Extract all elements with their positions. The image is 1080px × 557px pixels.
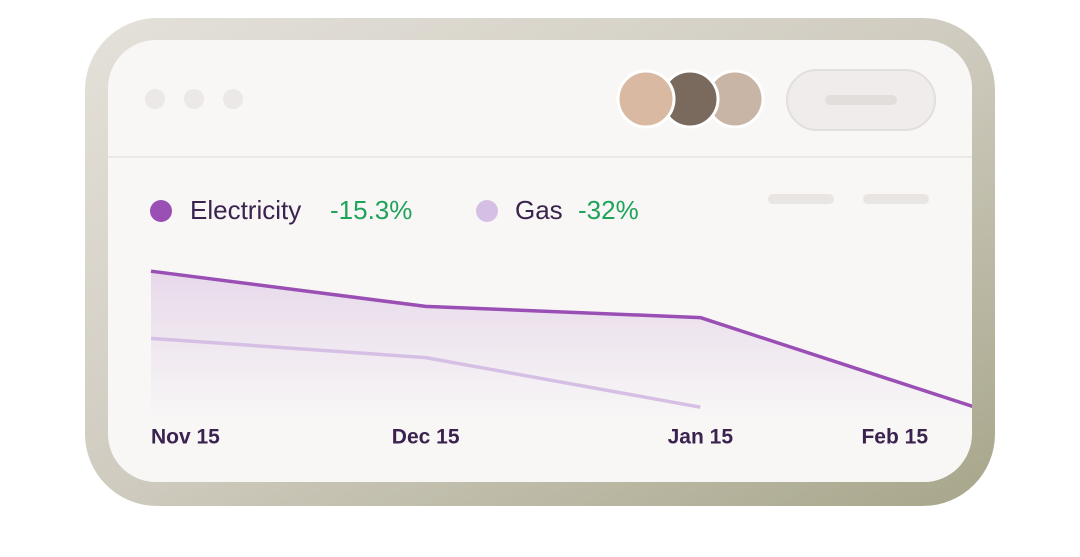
plot [150,269,972,420]
x-tick-label: Nov 15 [151,426,220,449]
legend-change: -32% [578,195,639,225]
legend-change: -15.3% [330,195,412,225]
x-tick-label: Dec 15 [392,426,460,449]
avatar[interactable] [616,69,676,129]
toggle-placeholder[interactable] [768,194,834,204]
line [150,336,701,409]
window-dot [223,89,243,109]
window-dot [145,89,165,109]
legend-label: Gas [515,195,563,225]
x-tick-label: Jan 15 [668,426,734,449]
x-tick-label: Feb 15 [861,426,928,449]
legend-dot [476,200,498,222]
legend-dot [150,200,172,222]
area [151,271,972,420]
window-dot [184,89,204,109]
legend-label: Electricity [190,195,301,225]
button-placeholder [825,95,897,105]
line [150,269,972,409]
toggle-placeholder[interactable] [863,194,929,204]
